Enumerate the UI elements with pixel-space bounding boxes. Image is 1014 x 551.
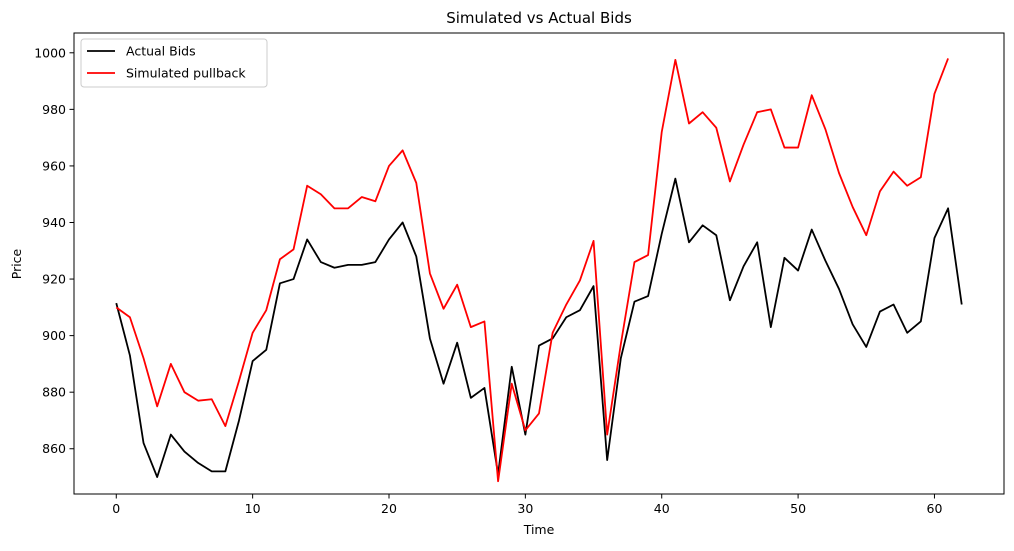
legend-box (80, 38, 268, 88)
x-tick-label: 40 (654, 501, 670, 516)
x-tick-label: 10 (245, 501, 261, 516)
series-line-simulated-pullback (115, 58, 949, 483)
series-lines (115, 58, 963, 483)
plot-area (74, 33, 1004, 494)
x-tick-label: 20 (381, 501, 397, 516)
x-tick-label: 50 (790, 501, 806, 516)
y-tick-label: 900 (42, 328, 66, 343)
legend: Actual Bids Simulated pullback (80, 38, 268, 88)
y-tick-label: 960 (42, 158, 66, 173)
series-line-actual-bids (115, 177, 963, 478)
y-tick-label: 980 (42, 102, 66, 117)
chart-title: Simulated vs Actual Bids (446, 9, 632, 27)
y-tick-label: 920 (42, 272, 66, 287)
x-axis-label: Time (523, 522, 555, 537)
x-tick-label: 60 (927, 501, 943, 516)
legend-label-simulated-pullback: Simulated pullback (126, 66, 246, 81)
plot-frame (73, 32, 1005, 495)
y-tick-label: 1000 (34, 45, 66, 60)
legend-label-actual-bids: Actual Bids (126, 44, 196, 59)
y-tick-label: 940 (42, 215, 66, 230)
y-tick-label: 880 (42, 385, 66, 400)
y-axis-ticks: 860 880 900 920 940 960 980 1000 (34, 45, 74, 456)
x-axis-ticks: 0 10 20 30 40 50 60 (112, 494, 942, 516)
x-tick-label: 0 (112, 501, 120, 516)
y-tick-label: 860 (42, 441, 66, 456)
y-axis-label: Price (9, 248, 24, 279)
x-tick-label: 30 (517, 501, 533, 516)
